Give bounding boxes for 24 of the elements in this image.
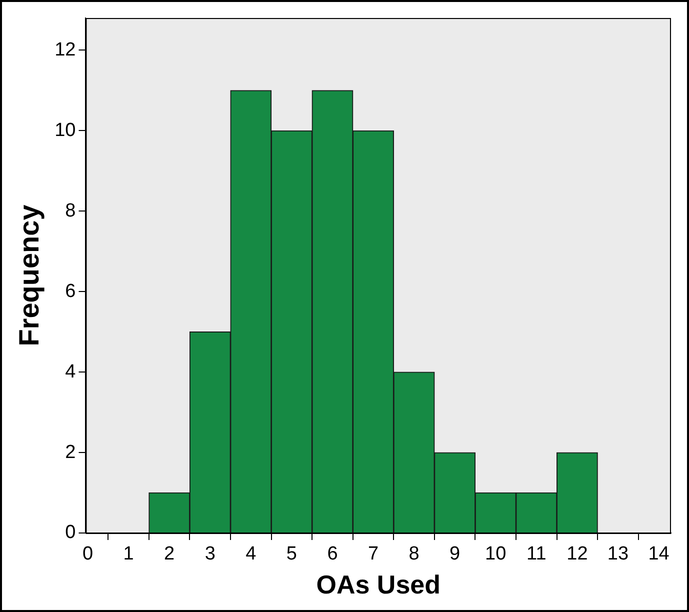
- x-tick-label: 14: [648, 544, 670, 565]
- x-tick-label: 4: [246, 544, 257, 565]
- x-tick-label: 1: [123, 544, 134, 565]
- y-tick-label: 8: [65, 200, 76, 222]
- y-tick-label: 6: [65, 280, 76, 302]
- x-tick-label: 13: [607, 544, 629, 565]
- y-axis-title: Frequency: [14, 204, 45, 346]
- y-tick-label: 0: [65, 522, 76, 544]
- y-tick-label: 4: [65, 361, 76, 382]
- x-tick-label: 7: [368, 544, 379, 565]
- y-tick-label: 12: [54, 39, 76, 60]
- x-tick-label: 8: [408, 544, 420, 565]
- x-tick-label: 2: [164, 544, 175, 565]
- x-tick-label: 9: [450, 544, 460, 565]
- x-axis-title: OAs Used: [316, 570, 440, 600]
- x-tick-label: 10: [485, 544, 506, 565]
- y-tick-label: 2: [65, 442, 76, 463]
- x-tick-label: 5: [286, 544, 297, 565]
- y-tick-label: 10: [54, 120, 76, 141]
- x-tick-label: 3: [204, 544, 216, 565]
- x-tick-label: 6: [327, 544, 338, 565]
- x-tick-label: 0: [82, 544, 94, 565]
- x-tick-label: 12: [566, 544, 588, 565]
- x-tick-label: 11: [526, 544, 546, 565]
